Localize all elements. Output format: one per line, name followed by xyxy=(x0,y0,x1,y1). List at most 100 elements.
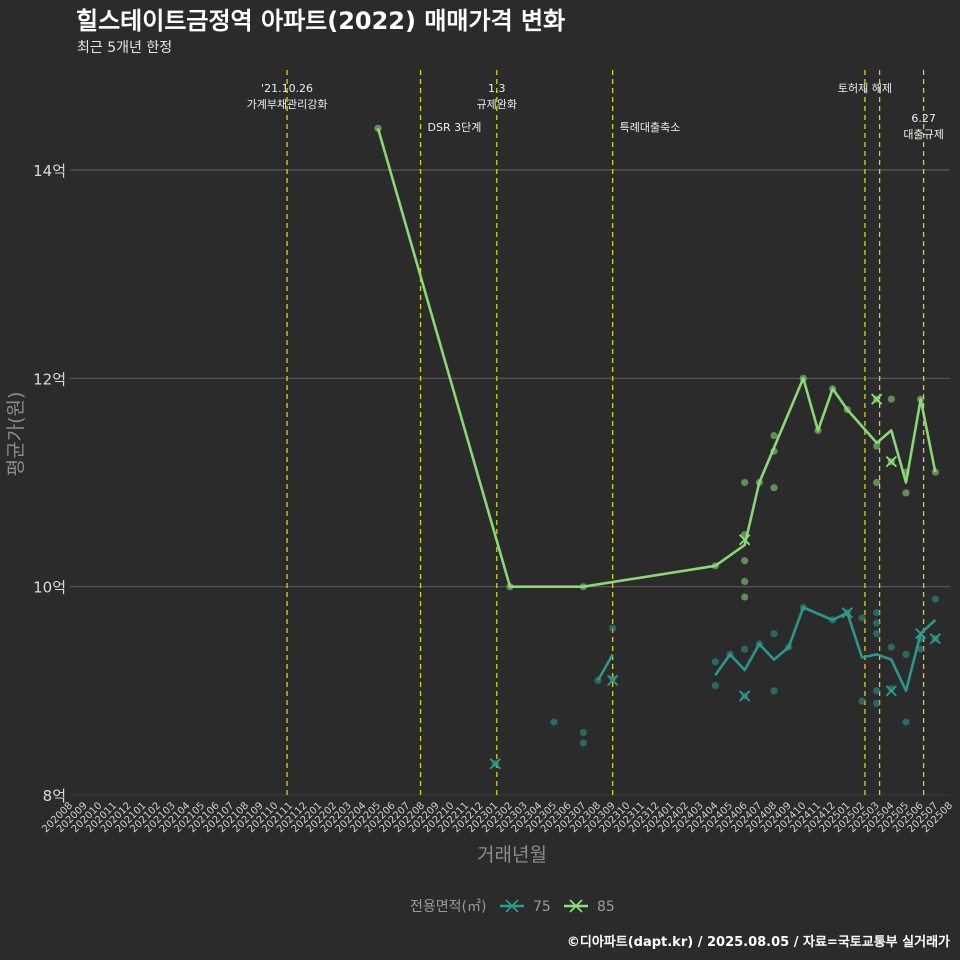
series-75-point xyxy=(873,699,881,707)
grid-layer xyxy=(70,169,950,796)
series-75-point xyxy=(917,635,925,643)
event-label: '21.10.26 xyxy=(261,82,313,95)
series-75-point xyxy=(579,728,587,737)
series-85-point xyxy=(579,583,587,591)
series-75-point xyxy=(609,674,617,682)
series-85-point xyxy=(374,124,382,132)
series-75-point xyxy=(873,687,881,695)
series-75-point xyxy=(873,629,881,638)
series-75-point xyxy=(858,697,866,705)
legend-key-75 xyxy=(500,899,524,913)
event-label: 1.3 xyxy=(488,82,506,95)
series-75-cross-marker xyxy=(607,674,619,687)
source-caption: ©디아파트(dapt.kr) / 2025.08.05 / 자료=국토교통부 실… xyxy=(567,934,950,950)
series-85-cross-marker xyxy=(885,456,897,468)
cross-stroke xyxy=(915,627,927,640)
event-label: DSR 3단계 xyxy=(428,121,482,134)
series-85-point xyxy=(902,468,910,476)
chart-subtitle: 최근 5개년 한정 xyxy=(77,40,172,56)
series-75-point xyxy=(785,643,793,651)
series-75-point xyxy=(609,624,617,632)
series-75-point xyxy=(579,739,587,747)
series-75-cross-marker xyxy=(841,607,853,619)
y-tick-label: 12억 xyxy=(33,370,66,388)
cross-stroke xyxy=(929,633,941,645)
series-85-point xyxy=(741,577,749,586)
series-85-point xyxy=(829,385,837,393)
series-85-point xyxy=(873,442,881,450)
cross-stroke xyxy=(739,534,751,546)
series-85-point xyxy=(755,478,763,487)
y-tick-label: 10억 xyxy=(33,579,66,597)
series-85-point xyxy=(770,432,778,440)
series-75-cross-marker xyxy=(489,758,501,770)
legend-key-85 xyxy=(564,899,588,913)
cross-stroke xyxy=(885,456,897,468)
series-75-point xyxy=(741,645,749,653)
legend-key-cross xyxy=(505,899,519,913)
series-85-point xyxy=(741,478,749,487)
y-tick-label: 8억 xyxy=(43,787,66,805)
series-75-point xyxy=(931,595,939,603)
cross-stroke xyxy=(885,685,897,697)
series-75-point xyxy=(770,629,778,638)
series-85-point xyxy=(770,447,778,455)
y-axis-title: 평균가(원) xyxy=(5,392,27,477)
series-85-point xyxy=(917,395,925,403)
cross-stroke xyxy=(607,674,619,687)
series-85-cross-marker xyxy=(739,534,751,546)
event-label: 가계부채관리강화 xyxy=(247,98,328,111)
cross-stroke xyxy=(871,393,883,405)
series-85-cross-marker xyxy=(871,393,883,405)
series-85-point xyxy=(711,562,719,570)
series-85-point xyxy=(902,489,910,497)
series-85-point xyxy=(741,530,749,539)
series-75-point xyxy=(770,687,778,695)
series-85-point xyxy=(741,557,749,565)
series-75-line-0 xyxy=(596,653,614,682)
series-75-point xyxy=(873,609,881,617)
event-label: 6.27 xyxy=(911,112,936,125)
series-85-point xyxy=(843,405,851,414)
series-75-cross-marker xyxy=(929,633,941,645)
event-label: 특례대출축소 xyxy=(620,121,681,134)
series-layer xyxy=(374,124,941,770)
series-75-point xyxy=(711,682,719,690)
series-75-point xyxy=(858,614,866,622)
x-axis-title: 거래년월 xyxy=(477,844,547,866)
series-75-cross-marker xyxy=(885,685,897,697)
chart-title: 힐스테이트금정역 아파트(2022) 매매가격 변화 xyxy=(76,7,565,35)
legend-title: 전용면적(㎡) xyxy=(410,899,486,915)
legend-label-85: 85 xyxy=(597,899,615,915)
series-85-point xyxy=(741,593,749,601)
y-tick-labels: 8억 10억 12억 14억 xyxy=(33,162,66,805)
series-75-point xyxy=(829,616,837,624)
series-75-point xyxy=(902,718,910,726)
series-75-point xyxy=(873,619,881,627)
series-75-point xyxy=(799,603,807,612)
event-label: 대출규제 xyxy=(903,128,943,141)
series-85-point xyxy=(931,468,939,476)
series-75-cross-marker xyxy=(915,627,927,640)
series-85-point xyxy=(887,395,895,403)
cross-stroke xyxy=(841,607,853,619)
series-85-point xyxy=(799,374,807,382)
series-85-point xyxy=(770,484,778,492)
series-75-point xyxy=(902,650,910,658)
legend-key-cross xyxy=(569,899,583,913)
series-75-point xyxy=(755,640,763,648)
series-75-point xyxy=(726,650,734,658)
cross-stroke xyxy=(489,758,501,770)
series-75-point xyxy=(887,643,895,651)
series-75-point xyxy=(550,718,558,726)
legend: 전용면적(㎡) 75 85 xyxy=(410,899,615,915)
series-85-point xyxy=(873,478,881,487)
series-75-point xyxy=(594,676,602,685)
series-85-point xyxy=(814,426,822,435)
event-label: 규제완화 xyxy=(477,98,517,111)
event-label: 토허제 해제 xyxy=(838,81,892,95)
cross-stroke xyxy=(739,690,751,702)
series-75-cross-marker xyxy=(739,690,751,702)
